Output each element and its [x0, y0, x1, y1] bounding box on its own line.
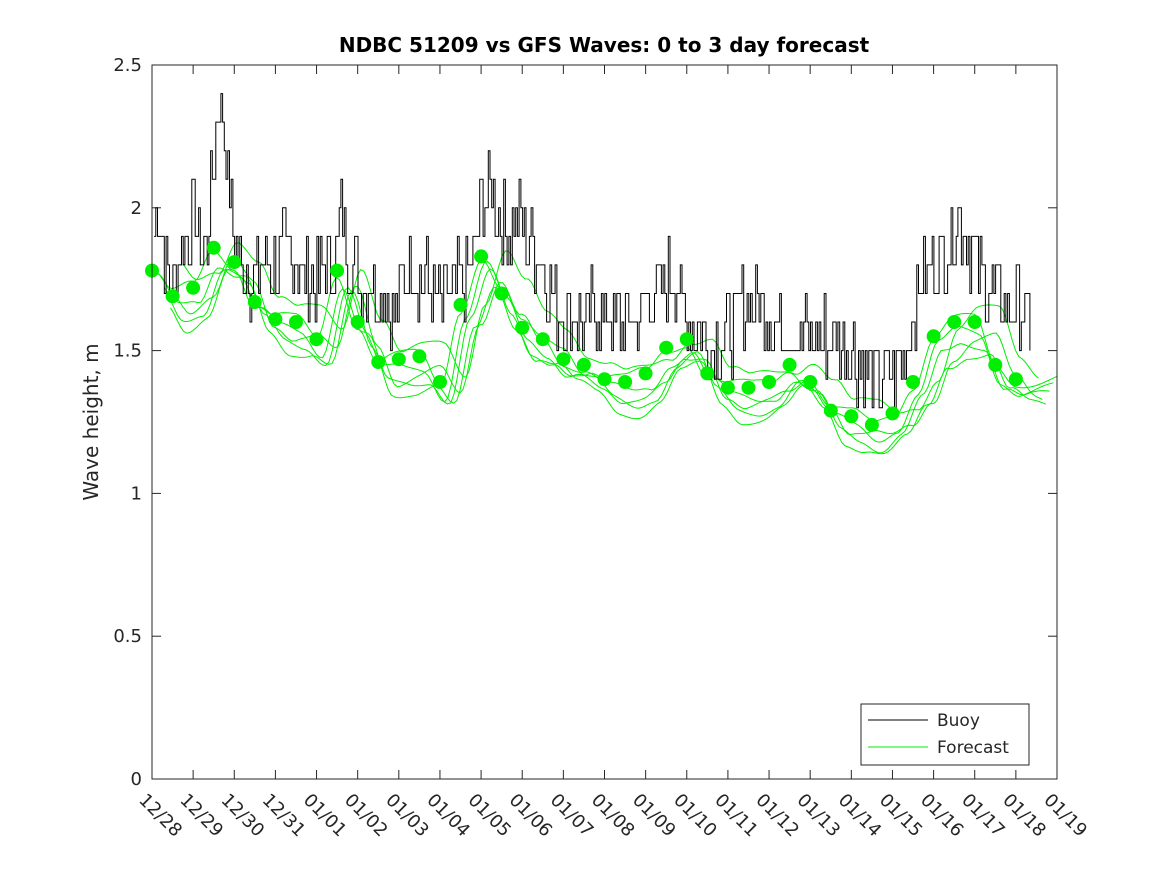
- forecast-marker: [474, 249, 489, 264]
- forecast-marker: [247, 295, 262, 309]
- legend: Buoy Forecast: [860, 703, 1030, 766]
- forecast-markers: [145, 240, 1023, 432]
- y-tick-label: 0: [131, 769, 142, 790]
- forecast-marker: [844, 409, 859, 424]
- plot-area: [152, 65, 1057, 779]
- chart-title: NDBC 51209 vs GFS Waves: 0 to 3 day fore…: [339, 33, 870, 57]
- forecast-marker: [741, 380, 756, 395]
- forecast-marker: [823, 403, 838, 418]
- forecast-marker: [576, 357, 591, 372]
- forecast-marker: [556, 352, 571, 367]
- forecast-marker: [762, 375, 776, 389]
- forecast-marker: [515, 320, 530, 335]
- forecast-marker: [433, 375, 447, 389]
- forecast-marker: [803, 375, 818, 389]
- forecast-line: [170, 268, 1047, 455]
- forecast-marker: [926, 329, 941, 344]
- y-tick-label: 0.5: [113, 626, 142, 647]
- forecast-marker: [967, 315, 982, 329]
- forecast-marker: [206, 240, 221, 255]
- y-tick-label: 2: [131, 198, 142, 219]
- forecast-marker: [227, 255, 242, 270]
- y-tick-label: 2.5: [113, 55, 142, 76]
- y-tick-label: 1.5: [113, 341, 142, 362]
- forecast-marker: [186, 280, 201, 295]
- buoy-line: [154, 93, 1031, 409]
- forecast-marker: [906, 375, 920, 389]
- forecast-marker: [268, 312, 283, 327]
- forecast-marker: [165, 289, 180, 304]
- forecast-marker: [885, 406, 900, 421]
- plot-frame: [151, 64, 1058, 780]
- legend-buoy-label: Buoy: [937, 711, 980, 731]
- forecast-marker: [782, 357, 797, 372]
- legend-forecast-label: Forecast: [937, 738, 1009, 758]
- forecast-marker: [947, 315, 962, 329]
- forecast-marker: [535, 332, 550, 347]
- forecast-marker: [597, 372, 612, 387]
- forecast-marker: [330, 263, 345, 278]
- forecast-marker: [391, 352, 406, 367]
- forecast-marker: [453, 297, 468, 312]
- forecast-marker: [350, 315, 365, 329]
- forecast-marker: [638, 366, 653, 381]
- forecast-line: [163, 268, 1050, 454]
- forecast-marker: [618, 375, 633, 389]
- forecast-marker: [494, 286, 509, 301]
- y-axis: 0 0.5 1 1.5 2 2.5: [113, 55, 1057, 790]
- forecast-marker: [864, 417, 879, 432]
- forecast-marker: [289, 315, 303, 329]
- forecast-marker: [412, 349, 427, 364]
- forecast-marker: [700, 366, 715, 381]
- forecast-marker: [659, 340, 674, 355]
- forecast-marker: [720, 380, 735, 395]
- forecast-marker: [371, 355, 386, 369]
- legend-box: [860, 703, 1030, 766]
- forecast-marker: [1008, 372, 1023, 387]
- forecast-marker: [679, 332, 694, 347]
- forecast-marker: [988, 357, 1003, 372]
- y-tick-label: 1: [131, 483, 142, 504]
- buoy-series: [154, 93, 1031, 409]
- forecast-marker: [309, 332, 324, 347]
- y-axis-label: Wave height, m: [79, 343, 103, 500]
